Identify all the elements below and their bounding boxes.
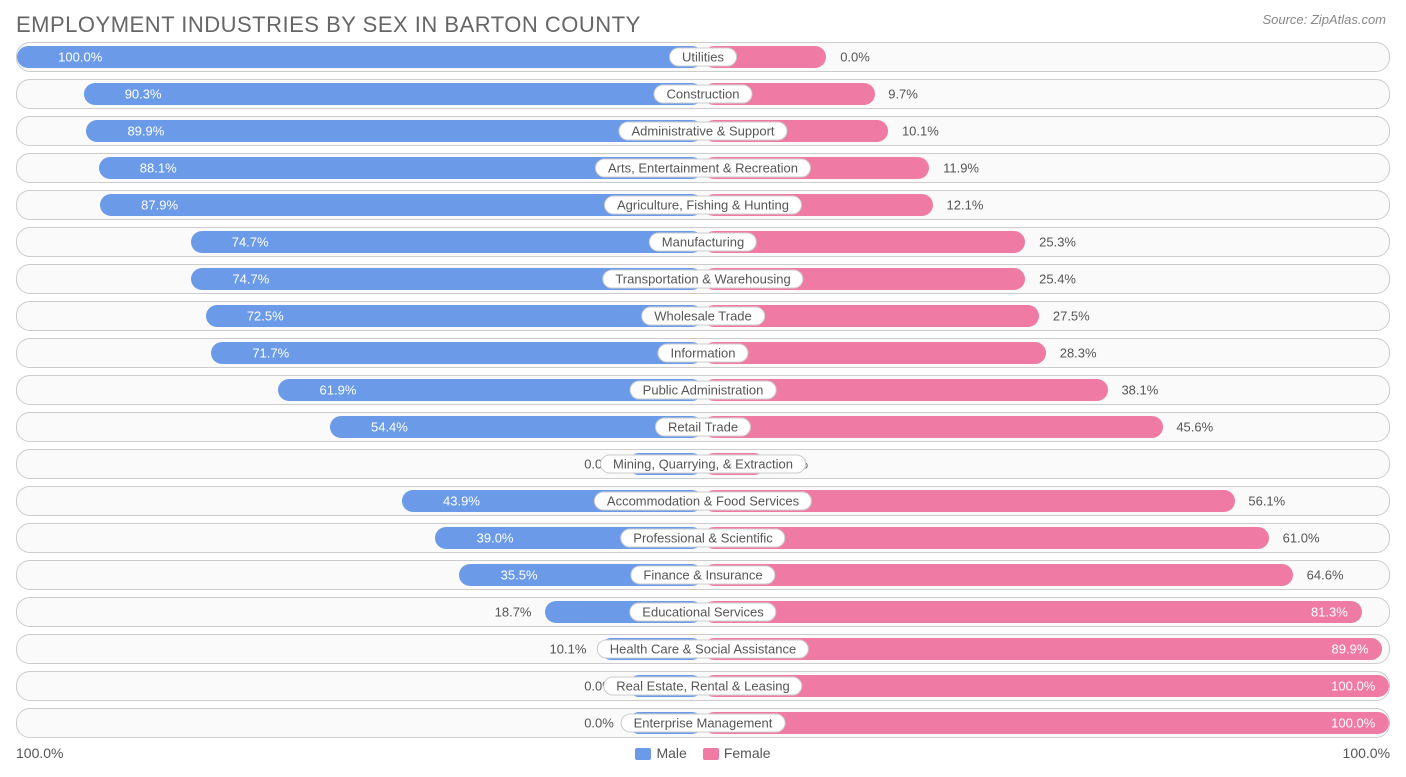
male-percent-label: 74.7%	[232, 272, 269, 287]
female-percent-label: 0.0%	[840, 50, 870, 65]
chart-row: 39.0% 61.0% Professional & Scientific	[16, 523, 1390, 553]
female-bar	[703, 712, 1389, 734]
chart-row: 0.0%0.0%Mining, Quarrying, & Extraction	[16, 449, 1390, 479]
chart-row: 88.1% 11.9% Arts, Entertainment & Recreati…	[16, 153, 1390, 183]
legend-label-female: Female	[724, 745, 771, 761]
chart-row: 72.5% 27.5% Wholesale Trade	[16, 301, 1390, 331]
male-percent-label: 90.3%	[125, 87, 162, 102]
female-percent-label: 11.9%	[943, 161, 979, 176]
chart-footer: 100.0% Male Female 100.0%	[16, 745, 1390, 761]
row-category-label: Utilities	[669, 48, 737, 67]
chart-row: 74.7% 25.4% Transportation & Warehousing	[16, 264, 1390, 294]
male-percent-label: 87.9%	[141, 198, 178, 213]
row-category-label: Professional & Scientific	[620, 529, 785, 548]
female-percent-label: 81.3%	[1311, 605, 1348, 620]
male-bar	[86, 120, 703, 142]
chart-row: 0.0% 100.0% Enterprise Management	[16, 708, 1390, 738]
male-percent-label: 88.1%	[140, 161, 177, 176]
male-percent-label: 61.9%	[320, 383, 357, 398]
row-category-label: Accommodation & Food Services	[594, 492, 812, 511]
chart-row: 89.9% 10.1% Administrative & Support	[16, 116, 1390, 146]
chart-row: 71.7% 28.3% Information	[16, 338, 1390, 368]
chart-title: EMPLOYMENT INDUSTRIES BY SEX IN BARTON C…	[16, 12, 1390, 38]
male-bar	[17, 46, 703, 68]
female-percent-label: 12.1%	[947, 198, 984, 213]
row-category-label: Agriculture, Fishing & Hunting	[604, 196, 802, 215]
row-category-label: Public Administration	[630, 381, 777, 400]
male-percent-label: 10.1%	[550, 642, 587, 657]
diverging-bar-chart: 100.0% 0.0% Utilities 90.3% 9.7% Construction…	[16, 42, 1390, 738]
female-percent-label: 100.0%	[1331, 679, 1375, 694]
row-category-label: Manufacturing	[649, 233, 757, 252]
chart-row: 35.5% 64.6% Finance & Insurance	[16, 560, 1390, 590]
female-bar	[703, 601, 1362, 623]
male-bar	[84, 83, 703, 105]
female-percent-label: 64.6%	[1307, 568, 1344, 583]
row-category-label: Retail Trade	[655, 418, 751, 437]
female-bar	[703, 342, 1046, 364]
female-percent-label: 25.3%	[1039, 235, 1076, 250]
row-category-label: Health Care & Social Assistance	[597, 640, 809, 659]
left-axis-label: 100.0%	[16, 745, 635, 761]
chart-row: 100.0% 0.0% Utilities	[16, 42, 1390, 72]
row-category-label: Administrative & Support	[618, 122, 787, 141]
male-percent-label: 18.7%	[495, 605, 532, 620]
female-percent-label: 27.5%	[1053, 309, 1090, 324]
legend-item-male: Male	[635, 745, 686, 761]
male-percent-label: 89.9%	[127, 124, 164, 139]
male-percent-label: 35.5%	[501, 568, 538, 583]
male-percent-label: 100.0%	[58, 50, 102, 65]
female-percent-label: 25.4%	[1039, 272, 1076, 287]
female-bar	[703, 416, 1163, 438]
chart-row: 43.9% 56.1% Accommodation & Food Services	[16, 486, 1390, 516]
row-category-label: Real Estate, Rental & Leasing	[603, 677, 802, 696]
chart-row: 74.7% 25.3% Manufacturing	[16, 227, 1390, 257]
female-percent-label: 9.7%	[888, 87, 918, 102]
legend-label-male: Male	[656, 745, 686, 761]
chart-row: 87.9% 12.1% Agriculture, Fishing & Hunting	[16, 190, 1390, 220]
chart-row: 61.9% 38.1% Public Administration	[16, 375, 1390, 405]
male-percent-label: 71.7%	[252, 346, 289, 361]
legend: Male Female	[635, 745, 770, 761]
male-percent-label: 0.0%	[584, 716, 614, 731]
female-percent-label: 10.1%	[902, 124, 939, 139]
right-axis-label: 100.0%	[771, 745, 1390, 761]
row-category-label: Finance & Insurance	[630, 566, 775, 585]
female-bar	[703, 527, 1269, 549]
source-attribution: Source: ZipAtlas.com	[1262, 12, 1386, 27]
female-bar	[703, 675, 1389, 697]
female-swatch	[703, 748, 719, 760]
female-percent-label: 28.3%	[1060, 346, 1097, 361]
female-percent-label: 89.9%	[1332, 642, 1369, 657]
female-percent-label: 100.0%	[1331, 716, 1375, 731]
row-category-label: Wholesale Trade	[641, 307, 765, 326]
legend-item-female: Female	[703, 745, 771, 761]
male-percent-label: 54.4%	[371, 420, 408, 435]
female-bar	[703, 564, 1293, 586]
male-percent-label: 74.7%	[232, 235, 269, 250]
female-percent-label: 38.1%	[1121, 383, 1158, 398]
female-percent-label: 61.0%	[1283, 531, 1320, 546]
chart-row: 18.7% 81.3% Educational Services	[16, 597, 1390, 627]
row-category-label: Arts, Entertainment & Recreation	[595, 159, 811, 178]
female-percent-label: 45.6%	[1176, 420, 1213, 435]
row-category-label: Information	[657, 344, 748, 363]
male-percent-label: 39.0%	[477, 531, 514, 546]
chart-row: 10.1% 89.9% Health Care & Social Assistanc…	[16, 634, 1390, 664]
male-percent-label: 72.5%	[247, 309, 284, 324]
chart-row: 90.3% 9.7% Construction	[16, 79, 1390, 109]
male-percent-label: 43.9%	[443, 494, 480, 509]
row-category-label: Construction	[654, 85, 753, 104]
chart-row: 0.0%100.0%Real Estate, Rental & Leasing	[16, 671, 1390, 701]
row-category-label: Educational Services	[629, 603, 776, 622]
male-swatch	[635, 748, 651, 760]
row-category-label: Transportation & Warehousing	[602, 270, 803, 289]
chart-row: 54.4% 45.6% Retail Trade	[16, 412, 1390, 442]
row-category-label: Mining, Quarrying, & Extraction	[600, 455, 806, 474]
female-percent-label: 56.1%	[1248, 494, 1285, 509]
row-category-label: Enterprise Management	[621, 714, 786, 733]
